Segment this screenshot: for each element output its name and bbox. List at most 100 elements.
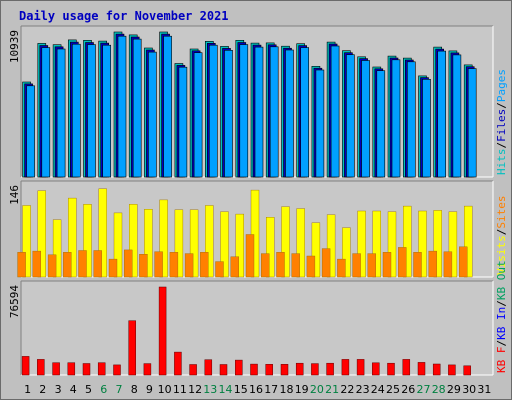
bar-sites-day-2 — [32, 250, 41, 278]
bar-visits-day-29 — [448, 211, 458, 278]
bar-kbf-day-21 — [326, 362, 334, 376]
bar-pages-day-18 — [285, 49, 294, 178]
day-label-7: 7 — [116, 383, 123, 396]
bar-sites-day-7 — [108, 258, 118, 278]
day-label-8: 8 — [131, 383, 138, 396]
bar-visits-day-30 — [464, 205, 473, 278]
bar-kbf-day-7 — [113, 364, 121, 376]
bar-sites-day-1 — [17, 252, 26, 278]
bar-pages-day-22 — [346, 54, 355, 178]
bar-sites-day-5 — [78, 250, 87, 278]
bar-pages-day-15 — [239, 44, 249, 178]
bar-sites-day-3 — [47, 254, 57, 278]
day-label-29: 29 — [447, 383, 461, 396]
bar-visits-day-10 — [159, 199, 168, 278]
bar-kbf-day-2 — [37, 359, 45, 376]
day-label-14: 14 — [219, 383, 233, 396]
bar-pages-day-12 — [193, 52, 203, 178]
legend-item: Visits — [495, 235, 508, 275]
bar-sites-day-26 — [398, 247, 407, 278]
bar-kbf-day-15 — [235, 359, 243, 376]
bar-pages-day-27 — [422, 79, 431, 178]
bar-visits-day-12 — [189, 209, 199, 278]
bar-visits-day-27 — [418, 210, 427, 278]
bar-visits-day-9 — [144, 208, 153, 278]
bar-kbf-day-11 — [174, 351, 182, 376]
bar-pages-day-5 — [87, 44, 96, 178]
bar-sites-day-23 — [352, 253, 361, 278]
bar-pages-day-13 — [209, 44, 218, 178]
bar-visits-day-6 — [98, 188, 107, 278]
bar-visits-day-25 — [387, 211, 397, 278]
bar-pages-day-14 — [224, 49, 233, 178]
bars — [17, 188, 473, 278]
day-label-12: 12 — [188, 383, 202, 396]
y-max-label: 10939 — [8, 30, 21, 63]
legend-separator: / — [495, 340, 508, 347]
day-label-22: 22 — [340, 383, 354, 396]
bar-visits-day-17 — [266, 216, 275, 278]
bar-sites-day-13 — [200, 252, 209, 278]
bar-pages-day-1 — [26, 85, 35, 178]
legend-item: Sites — [495, 196, 508, 229]
bar-visits-day-13 — [205, 205, 214, 278]
bar-pages-day-23 — [361, 60, 370, 178]
day-label-13: 13 — [203, 383, 217, 396]
bar-kbf-day-30 — [463, 365, 471, 376]
day-label-19: 19 — [295, 383, 309, 396]
legend-separator: / — [495, 300, 508, 307]
bar-sites-day-12 — [184, 253, 194, 278]
bar-visits-day-22 — [342, 227, 351, 278]
day-label-27: 27 — [417, 383, 431, 396]
legend-separator: / — [495, 102, 508, 109]
bar-sites-day-10 — [154, 251, 163, 278]
bar-pages-day-8 — [132, 38, 142, 178]
day-label-31: 31 — [477, 383, 491, 396]
bar-kbf-day-18 — [280, 364, 289, 376]
bar-visits-day-16 — [250, 189, 260, 278]
bar-sites-day-28 — [428, 250, 437, 278]
legend: KB F/KB In/KB Out — [495, 260, 508, 373]
legend-item: Hits — [495, 149, 508, 176]
day-label-18: 18 — [280, 383, 294, 396]
bar-kbf-day-13 — [204, 359, 213, 376]
day-label-26: 26 — [401, 383, 415, 396]
y-max-label: 146 — [8, 185, 21, 205]
bar-kbf-day-19 — [295, 362, 304, 376]
bar-kbf-day-29 — [448, 364, 456, 376]
bar-kbf-day-17 — [265, 364, 273, 376]
bar-sites-day-25 — [382, 252, 392, 278]
bar-sites-day-27 — [413, 252, 422, 278]
bar-visits-day-2 — [37, 190, 46, 278]
bar-sites-day-14 — [215, 261, 224, 278]
bar-pages-day-20 — [315, 69, 325, 178]
day-label-2: 2 — [39, 383, 46, 396]
bar-sites-day-30 — [459, 246, 468, 278]
bar-sites-day-8 — [123, 249, 133, 278]
bar-sites-day-15 — [230, 256, 240, 278]
bar-visits-day-18 — [281, 206, 290, 278]
bar-kbf-day-12 — [189, 364, 197, 376]
bar-sites-day-9 — [139, 253, 148, 278]
bars — [22, 31, 477, 178]
legend-separator: / — [495, 229, 508, 236]
bar-pages-day-28 — [437, 50, 447, 178]
bar-kbf-day-3 — [52, 362, 60, 376]
bar-sites-day-4 — [63, 252, 72, 278]
bar-kbf-day-4 — [67, 362, 76, 376]
bar-kbf-day-20 — [311, 363, 319, 376]
plot-area — [21, 281, 493, 375]
bar-kbf-day-9 — [143, 363, 152, 376]
day-label-9: 9 — [146, 383, 153, 396]
bar-pages-day-9 — [148, 51, 157, 178]
bar-kbf-day-6 — [97, 362, 106, 376]
bar-sites-day-6 — [93, 250, 102, 278]
panel-visits-sites: 146 Visits/Sites — [8, 180, 508, 278]
bar-sites-day-24 — [367, 253, 376, 278]
chart-title: Daily usage for November 2021 — [19, 9, 229, 23]
bar-pages-day-4 — [72, 43, 81, 178]
